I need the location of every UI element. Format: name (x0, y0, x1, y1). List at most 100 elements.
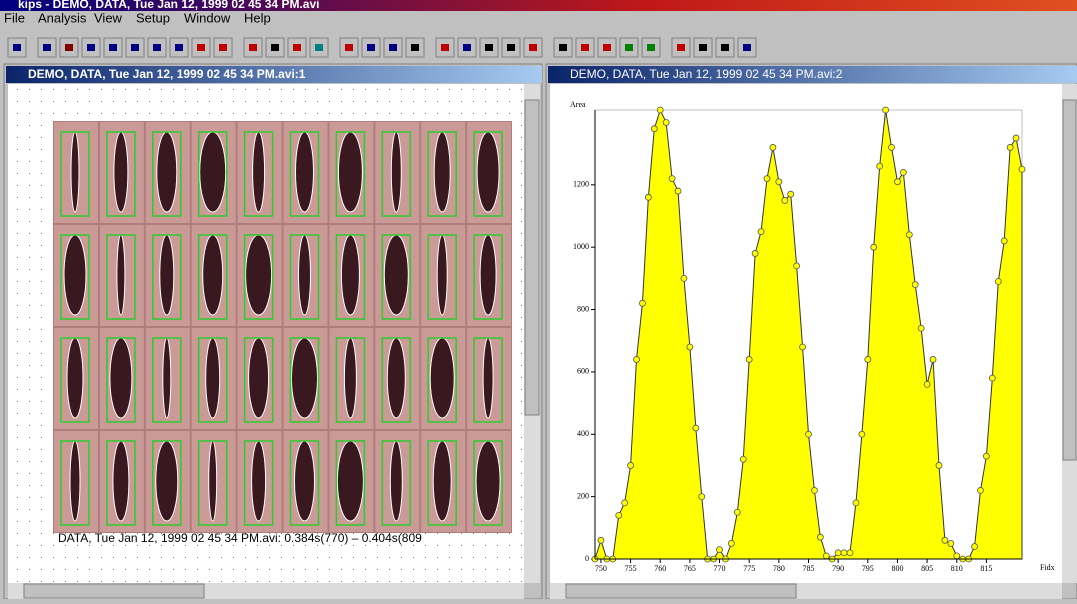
tool-icon (699, 44, 707, 51)
data-point (983, 453, 989, 459)
glottis (253, 132, 265, 212)
tool-icon (315, 44, 323, 51)
data-point (806, 431, 812, 437)
y-tick-label: 1000 (573, 242, 589, 251)
data-point (746, 356, 752, 362)
data-point (622, 500, 628, 506)
tool-icon (559, 44, 567, 51)
data-point (800, 344, 806, 350)
data-point (663, 119, 669, 125)
data-point (811, 487, 817, 493)
data-point (1007, 144, 1013, 150)
x-tick-label: 750 (595, 564, 607, 573)
glottis (477, 132, 499, 212)
data-point (817, 534, 823, 540)
glottis (483, 338, 493, 418)
data-point (835, 550, 841, 556)
tool-icon (625, 44, 633, 51)
menu-bar: File Analysis View Setup Window Help (4, 10, 271, 25)
glottis (430, 338, 454, 418)
x-tick-label: 760 (654, 564, 666, 573)
y-tick-label: 800 (577, 304, 589, 313)
data-point (699, 494, 705, 500)
data-point (717, 547, 723, 553)
menu-item[interactable]: File (4, 10, 25, 25)
data-point (936, 462, 942, 468)
data-point (972, 544, 978, 550)
y-tick-label: 0 (585, 554, 589, 563)
tool-icon (153, 44, 161, 51)
glottis (160, 235, 174, 315)
glottis (338, 132, 362, 212)
tool-icon (13, 44, 21, 51)
tool-icon (389, 44, 397, 51)
page: kips - DEMO, DATA, Tue Jan 12, 1999 02 4… (0, 0, 1077, 599)
glottis (64, 235, 86, 315)
glottis (110, 338, 132, 418)
glottis (391, 132, 401, 212)
x-tick-label: 780 (773, 564, 785, 573)
scroll-thumb[interactable] (24, 584, 204, 598)
scroll-thumb[interactable] (1063, 100, 1076, 460)
tool-icon (411, 44, 419, 51)
glottis (434, 132, 450, 212)
scroll-thumb[interactable] (525, 100, 539, 415)
glottis (113, 441, 129, 521)
data-point (841, 550, 847, 556)
data-point (645, 194, 651, 200)
data-point (924, 381, 930, 387)
data-point (883, 107, 889, 113)
data-point (782, 197, 788, 203)
menu-item[interactable]: Window (184, 10, 231, 25)
tool-icon (197, 44, 205, 51)
glottis (206, 338, 220, 418)
frame-caption: DATA, Tue Jan 12, 1999 02 45 34 PM.avi: … (58, 531, 422, 545)
data-point (859, 431, 865, 437)
tool-icon (485, 44, 493, 51)
glottis (344, 338, 356, 418)
data-point (770, 144, 776, 150)
tool-icon (463, 44, 471, 51)
glottis (246, 235, 272, 315)
tool-icon (677, 44, 685, 51)
menu-item[interactable]: View (94, 10, 123, 25)
data-point (989, 375, 995, 381)
data-point (995, 278, 1001, 284)
scroll-thumb[interactable] (566, 584, 796, 598)
data-point (740, 456, 746, 462)
data-point (616, 512, 622, 518)
data-point (977, 487, 983, 493)
menu-item[interactable]: Help (244, 10, 271, 25)
data-point (1019, 166, 1025, 172)
data-point (639, 300, 645, 306)
data-point (847, 550, 853, 556)
glottis (252, 441, 266, 521)
data-point (954, 553, 960, 559)
tool-icon (581, 44, 589, 51)
y-axis-label: Area (570, 100, 586, 109)
tool-icon (293, 44, 301, 51)
data-point (752, 250, 758, 256)
glottis (295, 441, 315, 521)
data-point (853, 500, 859, 506)
data-point (598, 537, 604, 543)
data-point (1001, 238, 1007, 244)
menu-item[interactable]: Analysis (38, 10, 87, 25)
window-title: DEMO, DATA, Tue Jan 12, 1999 02 45 34 PM… (28, 67, 306, 81)
data-point (675, 188, 681, 194)
tool-icon (271, 44, 279, 51)
data-point (634, 356, 640, 362)
x-tick-label: 765 (684, 564, 696, 573)
menu-item[interactable]: Setup (136, 10, 170, 25)
tool-icon (529, 44, 537, 51)
data-point (930, 356, 936, 362)
x-tick-label: 755 (625, 564, 637, 573)
data-point (1013, 135, 1019, 141)
data-point (900, 169, 906, 175)
x-tick-label: 805 (921, 564, 933, 573)
tool-icon (603, 44, 611, 51)
glottis (384, 235, 408, 315)
glottis (296, 132, 314, 212)
y-tick-label: 400 (577, 429, 589, 438)
